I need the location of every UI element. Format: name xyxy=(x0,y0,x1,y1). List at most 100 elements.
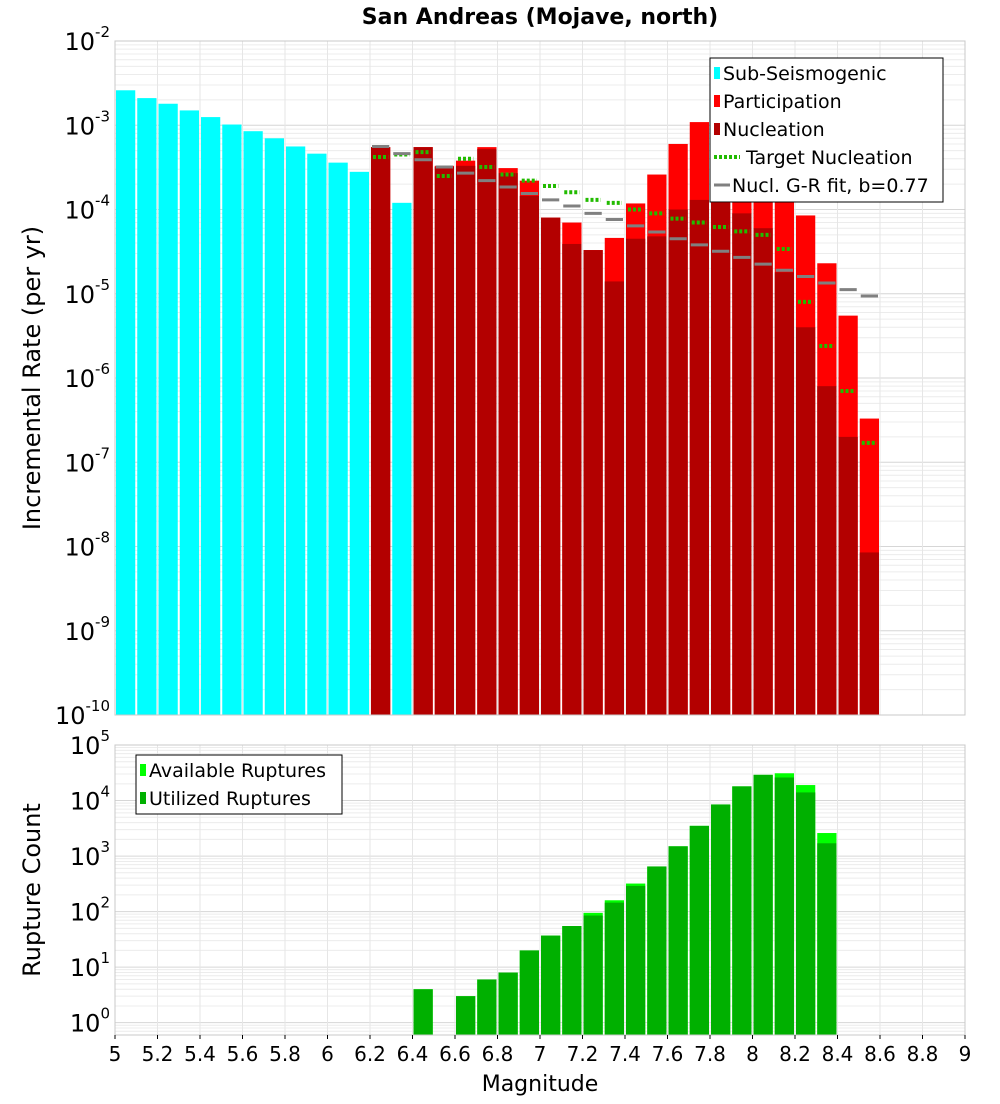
count-y-axis-label: Rupture Count xyxy=(18,803,46,977)
count-bar xyxy=(668,846,688,1035)
count-y-tick-label-exp: 0 xyxy=(100,1005,110,1023)
rate-legend: Sub-Seismogenic Participation Nucleation Ta… xyxy=(709,57,944,203)
rate-bar xyxy=(604,281,624,715)
rate-y-tick-label-exp: -3 xyxy=(95,107,110,125)
rate-y-tick-label-base: 10 xyxy=(64,618,95,646)
count-y-tick-label: 105 xyxy=(70,727,110,760)
x-tick-label: 9 xyxy=(959,1042,972,1066)
rate-bar xyxy=(583,250,603,716)
rate-bar xyxy=(392,202,412,715)
rate-bar xyxy=(371,147,391,715)
x-tick-label: 6.8 xyxy=(482,1042,514,1066)
count-y-tick-label: 100 xyxy=(70,1005,110,1038)
rate-bar xyxy=(753,228,773,716)
count-bar xyxy=(626,885,646,1035)
count-bar xyxy=(583,915,603,1035)
count-legend-swatch xyxy=(140,792,146,804)
rate-y-tick-label: 10-7 xyxy=(64,444,110,477)
rate-bar xyxy=(732,213,752,715)
rate-y-tick-label-exp: -4 xyxy=(95,192,110,210)
count-y-tick-label-exp: 3 xyxy=(100,838,110,856)
rate-bar xyxy=(774,272,794,715)
rate-bar xyxy=(243,131,263,715)
x-tick-label: 7.8 xyxy=(694,1042,726,1066)
count-legend-label: Available Ruptures xyxy=(149,760,326,782)
x-tick-label: 7.4 xyxy=(609,1042,641,1066)
rate-bar xyxy=(689,199,709,715)
x-axis-label: Magnitude xyxy=(482,1072,599,1097)
rate-y-tick-label: 10-6 xyxy=(64,360,110,393)
rate-y-tick-label: 10-10 xyxy=(55,697,110,730)
rate-y-tick-label-base: 10 xyxy=(64,449,95,477)
rate-bar xyxy=(498,173,518,716)
rate-legend-swatch xyxy=(714,95,720,107)
rate-legend-label: Nucl. G-R fit, b=0.77 xyxy=(732,175,929,197)
rate-y-tick-label-exp: -5 xyxy=(95,276,110,294)
rate-y-tick-label: 10-8 xyxy=(64,529,110,562)
rate-bar xyxy=(647,236,667,716)
x-tick-label: 5.8 xyxy=(269,1042,301,1066)
rate-bar xyxy=(859,552,879,715)
count-y-tick-label-base: 10 xyxy=(70,843,101,871)
count-bar xyxy=(711,804,731,1035)
rate-y-tick-label-base: 10 xyxy=(64,112,95,140)
rate-bar xyxy=(817,386,837,715)
x-tick-label: 7.2 xyxy=(567,1042,599,1066)
rate-bars xyxy=(116,90,879,716)
rate-y-tick-label-exp: -6 xyxy=(95,360,110,378)
x-tick-label: 6.2 xyxy=(354,1042,386,1066)
count-bar xyxy=(562,926,582,1035)
x-tick-label: 6 xyxy=(321,1042,334,1066)
rate-bar xyxy=(158,103,178,716)
rate-bar xyxy=(328,162,348,715)
rate-y-tick-label-base: 10 xyxy=(55,702,86,730)
x-tick-label: 8.8 xyxy=(907,1042,939,1066)
rate-bar xyxy=(116,90,136,715)
rate-bar xyxy=(519,195,539,716)
x-tick-label: 5 xyxy=(109,1042,122,1066)
count-legend-label: Utilized Ruptures xyxy=(149,788,311,810)
rate-bar xyxy=(796,327,816,715)
count-y-tick-label-exp: 1 xyxy=(100,949,110,967)
count-bar xyxy=(732,786,752,1035)
rate-y-tick-label-base: 10 xyxy=(64,365,95,393)
rate-bar xyxy=(264,138,284,716)
rate-bar xyxy=(838,436,858,715)
x-tick-label: 8 xyxy=(746,1042,759,1066)
rate-y-tick-label-exp: -2 xyxy=(95,23,110,41)
rate-bar xyxy=(349,171,369,716)
rate-y-tick-label: 10-4 xyxy=(64,192,110,225)
x-tick-label: 5.6 xyxy=(227,1042,259,1066)
count-y-tick-label: 103 xyxy=(70,838,110,871)
count-y-tick-label: 101 xyxy=(70,949,110,982)
count-bar xyxy=(456,996,476,1035)
x-tick-label: 5.4 xyxy=(184,1042,216,1066)
count-bar xyxy=(647,866,667,1035)
count-y-tick-label-exp: 4 xyxy=(100,783,110,801)
rate-bar xyxy=(626,238,646,715)
count-bar xyxy=(689,825,709,1035)
rate-y-axis-label: Incremental Rate (per yr) xyxy=(18,226,46,530)
rate-y-tick-label: 10-9 xyxy=(64,613,110,646)
rate-bar xyxy=(137,98,157,715)
rate-legend-label: Target Nucleation xyxy=(745,147,913,169)
count-bar xyxy=(413,989,433,1035)
rate-y-tick-label-base: 10 xyxy=(64,534,95,562)
x-tick-label: 8.2 xyxy=(779,1042,811,1066)
count-bar xyxy=(604,902,624,1035)
rate-legend-label: Participation xyxy=(723,91,842,113)
x-tick-label: 8.6 xyxy=(864,1042,896,1066)
rate-bar xyxy=(668,209,688,715)
count-y-tick-label-base: 10 xyxy=(70,954,101,982)
x-tick-label: 7.6 xyxy=(652,1042,684,1066)
rate-legend-swatch xyxy=(714,123,720,135)
rate-bar xyxy=(413,147,433,715)
rate-bar xyxy=(201,117,221,716)
rate-plot-border xyxy=(114,40,966,716)
chart-title: San Andreas (Mojave, north) xyxy=(362,5,718,30)
count-bar xyxy=(796,792,816,1035)
count-bar xyxy=(519,950,539,1035)
rate-y-tick-label-base: 10 xyxy=(64,28,95,56)
count-bar xyxy=(477,979,497,1035)
